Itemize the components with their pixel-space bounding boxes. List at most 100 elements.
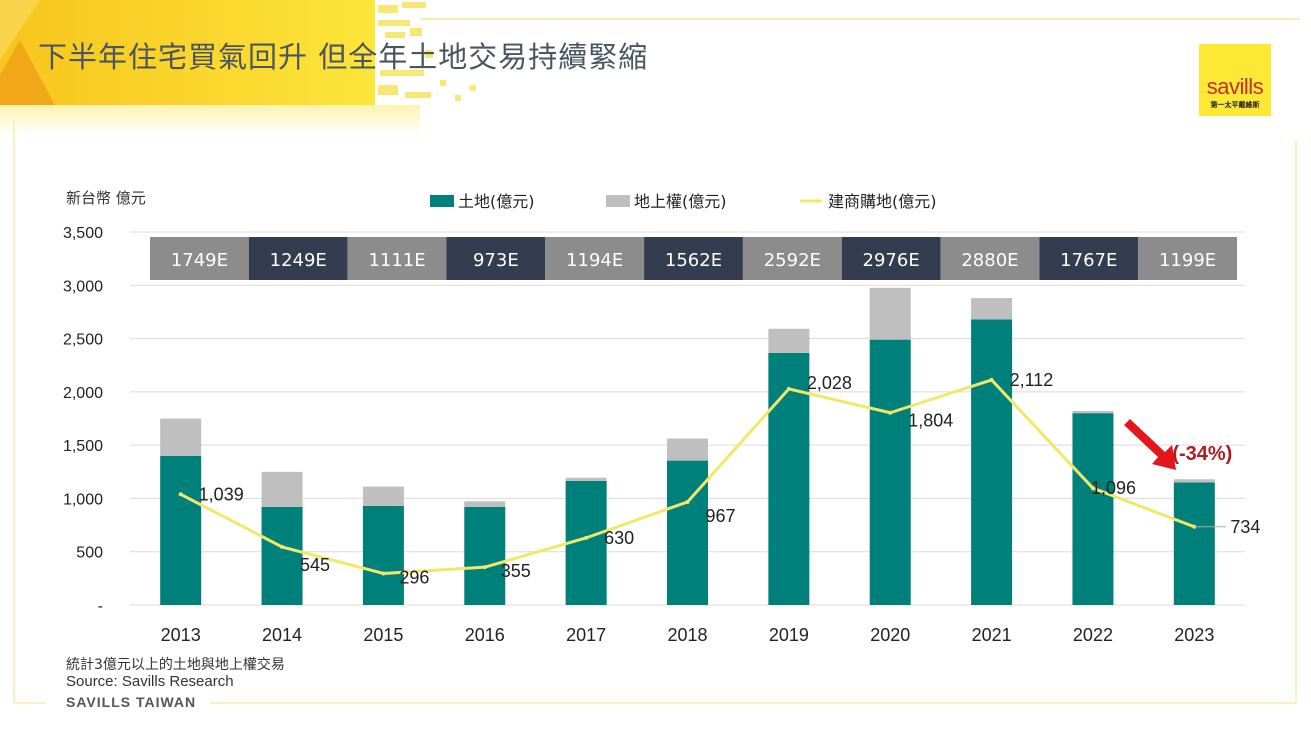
bar-land (971, 319, 1013, 605)
line-data-label: 355 (501, 561, 531, 581)
bar-land (160, 455, 202, 605)
total-label: 1199E (1159, 250, 1216, 271)
total-label-box (347, 237, 447, 280)
bar-superficies (768, 328, 810, 353)
line-point (888, 410, 893, 415)
annotation-label: (-34%) (1172, 443, 1232, 465)
y-tick-label: 2,500 (63, 332, 103, 349)
line-point (381, 571, 386, 576)
bar-superficies (362, 486, 404, 506)
x-tick-label: 2021 (972, 625, 1012, 645)
y-tick-label: 3,000 (63, 278, 103, 295)
x-tick-label: 2016 (465, 625, 505, 645)
legend-label: 建商購地(億元) (828, 192, 937, 211)
bar-land (1072, 413, 1114, 605)
line-data-label: 630 (604, 528, 634, 548)
x-tick-label: 2023 (1174, 625, 1214, 645)
bar-superficies (565, 477, 607, 481)
bar-superficies (1173, 479, 1215, 483)
bar-superficies (869, 287, 911, 340)
total-label: 1749E (171, 250, 228, 271)
line-point (786, 386, 791, 391)
bar-land (261, 506, 303, 605)
total-label: 973E (473, 250, 519, 271)
savills-logo: savills 第一太平戴維斯 (1199, 44, 1271, 116)
line-data-label: 734 (1230, 517, 1260, 537)
total-label-box (742, 237, 842, 280)
bar-superficies (1072, 411, 1114, 414)
total-label: 2880E (961, 250, 1018, 271)
line-point (989, 377, 994, 382)
line-data-label: 545 (300, 555, 330, 575)
total-label-box (1138, 237, 1237, 280)
line-data-label: 2,028 (807, 373, 852, 393)
legend-label: 地上權(億元) (634, 192, 727, 211)
line-data-label: 1,804 (908, 411, 953, 431)
bar-land (768, 352, 810, 605)
total-label: 2976E (863, 250, 920, 271)
bar-superficies (261, 471, 303, 507)
total-label: 1249E (270, 250, 327, 271)
x-tick-label: 2018 (667, 625, 707, 645)
line-point (1090, 486, 1095, 491)
logo-wordmark: savills (1206, 74, 1264, 99)
line-point (685, 499, 690, 504)
total-label: 1111E (368, 250, 425, 271)
bar-land (362, 505, 404, 605)
total-label-box (446, 237, 546, 280)
legend-swatch (606, 195, 630, 207)
total-label-box (150, 237, 249, 280)
line-data-label: 296 (399, 567, 429, 587)
y-tick-label: 2,000 (63, 385, 103, 402)
bar-land (1173, 482, 1215, 605)
total-label-box (545, 237, 645, 280)
y-axis-label: 新台幣 億元 (66, 189, 146, 207)
line-point (178, 492, 183, 497)
y-tick-label: 1,000 (63, 491, 103, 508)
y-tick-label: 500 (76, 545, 103, 562)
bar-land (869, 339, 911, 605)
x-tick-label: 2020 (870, 625, 910, 645)
line-data-label: 2,112 (1010, 370, 1054, 390)
bar-land (667, 460, 708, 605)
line-data-label: 1,039 (199, 484, 244, 504)
y-tick-label: 1,500 (63, 438, 103, 455)
legend-swatch (430, 195, 454, 207)
total-label-box (644, 237, 743, 280)
total-label: 1767E (1060, 250, 1117, 271)
line-point (482, 565, 487, 570)
total-label: 1562E (665, 250, 722, 271)
total-label-box (841, 237, 941, 280)
total-label-box (1039, 237, 1139, 280)
line-data-label: 967 (706, 506, 736, 526)
bar-land (464, 506, 506, 605)
bar-superficies (667, 438, 708, 461)
line-point (280, 544, 285, 549)
y-tick-label: 3,500 (63, 225, 103, 242)
arrow-icon (1124, 419, 1176, 470)
x-tick-label: 2022 (1073, 625, 1113, 645)
x-tick-label: 2019 (769, 625, 809, 645)
logo-subtext: 第一太平戴維斯 (1210, 101, 1260, 109)
bar-superficies (464, 501, 506, 507)
bar-superficies (160, 418, 202, 456)
x-tick-label: 2013 (161, 625, 201, 645)
source-note: Source: Savills Research (66, 673, 234, 690)
total-label: 1194E (566, 250, 623, 271)
x-tick-label: 2014 (262, 625, 302, 645)
total-label-box (248, 237, 348, 280)
line-data-label: 1,096 (1091, 478, 1136, 498)
total-label: 2592E (764, 250, 821, 271)
y-tick-label: - (98, 598, 103, 615)
x-tick-label: 2017 (566, 625, 606, 645)
brand-footer: SAVILLS TAIWAN (66, 694, 197, 710)
legend-label: 土地(億元) (458, 192, 535, 211)
x-tick-label: 2015 (363, 625, 403, 645)
line-point (584, 535, 589, 540)
total-label-box (940, 237, 1040, 280)
bar-superficies (971, 298, 1013, 320)
slide-title: 下半年住宅買氣回升 但全年土地交易持續緊縮 (38, 40, 649, 74)
footnote: 統計3億元以上的土地與地上權交易 (66, 657, 285, 673)
